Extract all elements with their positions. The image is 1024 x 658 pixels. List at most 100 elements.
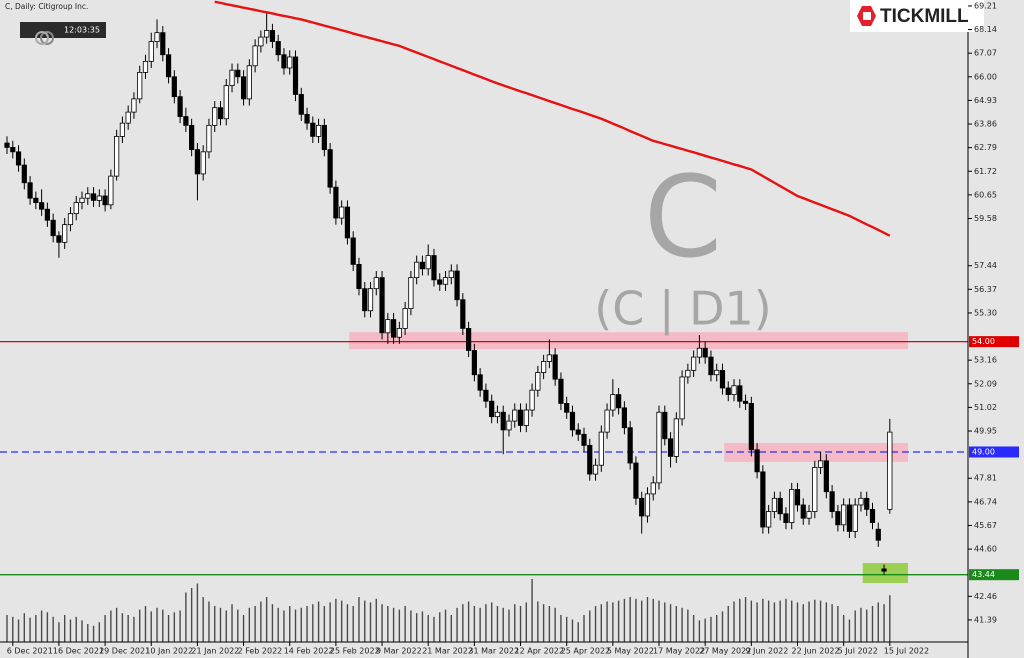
candle-body <box>598 431 604 466</box>
candle-body <box>408 277 414 309</box>
y-tick-label: 63.86 <box>974 120 997 129</box>
candle-body <box>171 76 177 98</box>
clock-icon <box>40 31 54 45</box>
candle-body <box>206 124 212 153</box>
y-tick-label: 44.60 <box>974 545 997 554</box>
candle-body <box>252 45 258 67</box>
y-tick-label: 42.46 <box>974 592 997 601</box>
y-tick-label: 49.95 <box>974 427 997 436</box>
candle-body <box>604 409 610 433</box>
candle-body <box>189 124 195 151</box>
candle-body <box>333 186 339 219</box>
y-tick-label: 52.09 <box>974 379 997 388</box>
x-tick-label: 21 Mar 2022 <box>422 647 473 656</box>
y-tick-label: 47.81 <box>974 474 997 483</box>
level-label: 43.44 <box>972 570 995 579</box>
candle-body <box>823 460 829 493</box>
candle-body <box>114 135 120 177</box>
candle-body <box>460 299 466 329</box>
candle-body <box>304 113 310 124</box>
candle-body <box>414 261 420 279</box>
y-tick-label: 57.44 <box>974 261 997 270</box>
candle-body <box>90 193 97 201</box>
candle-body <box>500 411 506 431</box>
level-label: 49.00 <box>972 447 995 456</box>
candle-body <box>431 255 437 281</box>
candle-body <box>50 219 56 237</box>
candle-body <box>27 182 33 199</box>
candle-body <box>33 197 39 203</box>
candle-body <box>633 462 639 499</box>
candle-body <box>535 372 541 391</box>
candle-body <box>367 288 374 312</box>
candle-body <box>15 151 22 166</box>
candle-body <box>835 511 841 526</box>
candle-body <box>85 193 91 199</box>
candle-body <box>869 508 876 524</box>
candle-body <box>287 56 293 69</box>
clock-icon <box>35 31 49 45</box>
candle-body <box>477 374 483 391</box>
candle-body <box>200 151 206 175</box>
level-tag <box>969 446 1019 458</box>
candle-body <box>760 471 766 528</box>
y-tick-label: 64.93 <box>974 96 997 105</box>
x-tick-label: 25 Feb 2022 <box>330 647 380 656</box>
y-tick-label: 53.16 <box>974 356 997 365</box>
candle-body <box>67 213 74 226</box>
candle-body <box>656 411 662 484</box>
candle-body <box>794 489 801 506</box>
candle-body <box>627 427 633 464</box>
candle-body <box>852 504 858 532</box>
y-tick-label: 62.79 <box>974 143 997 152</box>
candle-body <box>142 60 149 73</box>
y-tick-label: 56.37 <box>974 285 997 294</box>
candle-body <box>754 449 760 473</box>
candle-body <box>489 400 495 418</box>
x-tick-label: 29 Dec 2021 <box>99 647 150 656</box>
candle-body <box>235 69 241 78</box>
candle-body <box>194 149 201 175</box>
candle-body <box>800 504 806 519</box>
candle-body <box>806 511 812 519</box>
candle-body <box>102 195 108 206</box>
candle-body <box>344 206 351 239</box>
candle-body <box>506 420 512 431</box>
candle-body <box>275 41 281 56</box>
candle-body <box>702 347 708 358</box>
candle-body <box>165 54 172 78</box>
candle-body <box>864 497 870 510</box>
y-tick-label: 41.39 <box>974 615 997 624</box>
candle-body <box>217 107 224 120</box>
candle-body <box>327 149 333 188</box>
y-tick-label: 46.74 <box>974 497 997 506</box>
candle-body <box>621 407 627 429</box>
candle-body <box>79 197 85 203</box>
candle-body <box>137 71 143 100</box>
y-tick-label: 66.00 <box>974 72 997 81</box>
candle-body <box>575 429 581 435</box>
candle-body <box>737 385 743 402</box>
candle-body <box>714 369 720 376</box>
candle-body <box>812 467 818 512</box>
x-tick-label: 25 Apr 2022 <box>561 647 610 656</box>
candle-body <box>62 224 68 243</box>
y-tick-label: 51.02 <box>974 403 997 412</box>
candle-body <box>523 409 529 426</box>
candle-body <box>125 111 131 124</box>
x-tick-label: 6 Dec 2021 <box>7 647 53 656</box>
y-tick-label: 55.30 <box>974 308 997 317</box>
candle-body <box>315 124 322 137</box>
y-tick-label: 67.07 <box>974 49 997 58</box>
candle-body <box>587 444 593 475</box>
candle-body <box>379 277 385 334</box>
candle-body <box>148 41 154 62</box>
candle-body <box>881 568 887 572</box>
x-tick-label: 5 May 2022 <box>607 647 654 656</box>
candle-body <box>685 369 691 378</box>
x-tick-label: 10 Jan 2022 <box>145 647 193 656</box>
candle-body <box>212 107 218 126</box>
candle-body <box>160 32 166 56</box>
x-tick-label: 22 Jun 2022 <box>791 647 839 656</box>
watermark-timeframe: (C | D1) <box>594 282 771 337</box>
